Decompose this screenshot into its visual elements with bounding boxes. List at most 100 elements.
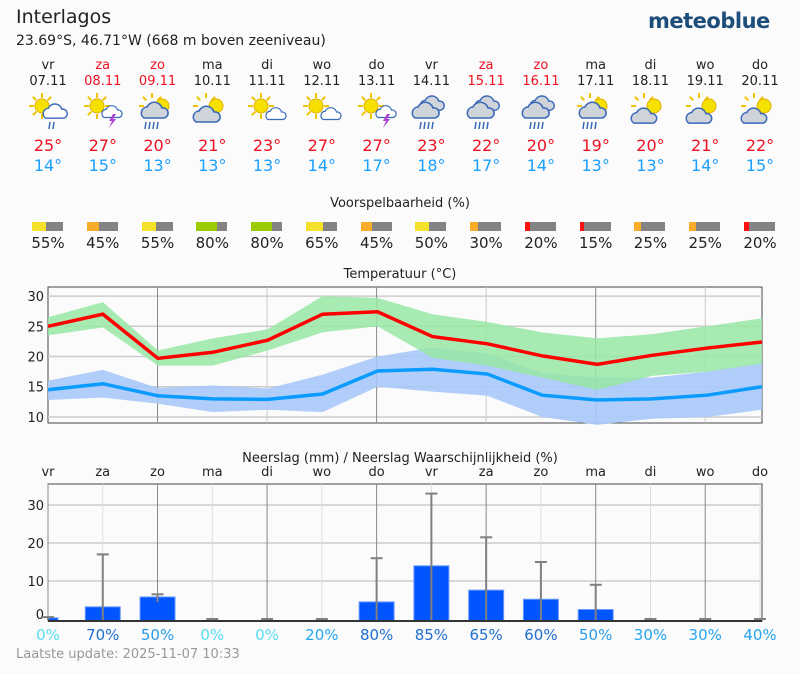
day-date: 11.11 — [248, 74, 286, 89]
min-temperature: 13° — [143, 156, 172, 175]
max-temperature-line — [47, 310, 763, 367]
day-name: wo — [312, 58, 332, 73]
predictability-label: 65% — [305, 234, 339, 252]
min-temperature: 13° — [636, 156, 665, 175]
predictability-label: 20% — [524, 234, 558, 252]
predictability-label: 15% — [579, 234, 613, 252]
precipitation-probability: 65% — [469, 626, 503, 644]
predictability-label: 50% — [414, 234, 449, 252]
day-date: 19.11 — [686, 74, 724, 89]
precipitation-probability: 70% — [86, 626, 120, 644]
precipitation-probability: 0% — [200, 626, 225, 644]
precipitation-y-tick: 30 — [27, 499, 44, 514]
precipitation-probability: 80% — [359, 626, 394, 644]
day-name: ma — [201, 58, 223, 73]
min-temperature: 14° — [33, 156, 63, 175]
max-temperature-band — [48, 296, 762, 390]
predictability-fill — [141, 222, 157, 231]
predictability-fill — [524, 222, 531, 231]
day-date: 18.11 — [631, 74, 670, 89]
day-date: 10.11 — [193, 74, 231, 89]
day-name: zo — [533, 58, 549, 73]
precipitation-day-label: vr — [425, 465, 439, 480]
day-date: 20.11 — [741, 74, 779, 89]
max-temperature: 27° — [307, 136, 337, 155]
cloud-heavy-rain-icon — [409, 92, 453, 132]
precipitation-probability: 0% — [36, 626, 60, 644]
predictability-bar — [524, 222, 556, 231]
predictability-bar — [634, 222, 666, 231]
precipitation-y-tick: 10 — [27, 575, 44, 590]
day-date: 08.11 — [84, 74, 122, 89]
min-temperature: 13° — [198, 156, 227, 175]
max-temperature: 21° — [198, 136, 227, 155]
day-name: vr — [424, 58, 438, 73]
day-date: 16.11 — [522, 74, 560, 89]
precipitation-day-label: zo — [534, 465, 549, 480]
precipitation-probability: 20% — [305, 626, 339, 644]
day-date: 07.11 — [29, 74, 67, 89]
sun-grey-cloud-rain-icon — [136, 92, 180, 132]
day-name: wo — [695, 58, 715, 73]
predictability-bar — [360, 222, 392, 231]
predictability-label: 55% — [31, 234, 65, 252]
predictability-label: 25% — [688, 234, 722, 252]
max-temperature: 23° — [417, 136, 446, 155]
day-name: di — [261, 58, 273, 73]
predictability-bar — [86, 222, 118, 231]
day-name: za — [478, 58, 494, 73]
day-date: 13.11 — [358, 74, 396, 89]
sun-grey-cloud-icon — [628, 92, 672, 132]
precipitation-day-label: ma — [202, 465, 223, 480]
min-temperature: 17° — [471, 156, 501, 175]
max-temperature: 19° — [581, 136, 610, 155]
predictability-label: 55% — [140, 234, 175, 252]
precipitation-day-label: di — [261, 465, 273, 480]
predictability-bar — [579, 222, 611, 231]
min-temperature: 14° — [526, 156, 556, 175]
precipitation-day-label: do — [369, 465, 385, 480]
predictability-fill — [470, 222, 479, 231]
sun-small-cloud-icon — [245, 92, 289, 132]
precipitation-day-label: vr — [41, 465, 55, 480]
day-name: do — [751, 58, 769, 73]
predictability-title: Voorspelbaarheid (%) — [330, 196, 470, 211]
predictability-fill — [251, 222, 273, 231]
max-temperature: 20° — [636, 136, 665, 155]
precipitation-probability: 50% — [579, 626, 613, 644]
predictability-label: 25% — [633, 234, 668, 252]
cloud-heavy-rain-icon — [519, 92, 563, 132]
precipitation-day-label: zo — [150, 465, 165, 480]
max-temperature: 25° — [33, 136, 63, 155]
precipitation-day-label: di — [645, 465, 657, 480]
predictability-fill — [32, 222, 47, 231]
predictability-fill — [305, 222, 323, 231]
min-temperature: 13° — [252, 156, 282, 175]
precipitation-day-label: za — [95, 465, 110, 480]
precipitation-probability: 85% — [414, 626, 449, 644]
day-name: do — [368, 58, 385, 73]
predictability-label: 80% — [250, 234, 284, 252]
max-temperature: 20° — [526, 136, 556, 155]
temperature-y-tick: 20 — [27, 351, 44, 366]
predictability-fill — [415, 222, 429, 231]
sun-cloud-icon — [190, 92, 234, 132]
predictability-bar — [32, 222, 63, 231]
precipitation-title: Neerslag (mm) / Neerslag Waarschijnlijkh… — [242, 451, 558, 466]
max-temperature: 20° — [143, 136, 172, 155]
temperature-y-tick: 10 — [27, 411, 44, 426]
predictability-bar — [251, 222, 283, 231]
predictability-bar — [196, 222, 228, 231]
precipitation-probability: 30% — [633, 626, 668, 644]
predictability-label: 45% — [359, 234, 394, 252]
precipitation-probability: 40% — [743, 626, 777, 644]
predictability-label: 20% — [743, 234, 777, 252]
precipitation-probability: 0% — [255, 626, 279, 644]
predictability-fill — [634, 222, 642, 231]
predictability-bar — [415, 222, 447, 231]
meteoblue-logo[interactable]: meteoblue — [648, 9, 770, 33]
sun-small-cloud-icon — [300, 92, 344, 132]
predictability-fill — [196, 222, 218, 231]
